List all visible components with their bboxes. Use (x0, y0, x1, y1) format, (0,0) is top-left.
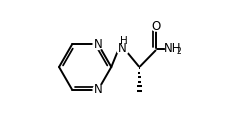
Text: N: N (118, 42, 127, 55)
Circle shape (166, 42, 180, 56)
Text: O: O (152, 20, 161, 33)
Circle shape (117, 43, 129, 55)
Text: N: N (94, 83, 103, 96)
Text: 2: 2 (176, 47, 181, 56)
Text: H: H (120, 36, 128, 46)
Circle shape (93, 85, 103, 95)
Circle shape (93, 39, 103, 49)
Text: NH: NH (164, 42, 181, 55)
Circle shape (152, 23, 160, 31)
Text: N: N (94, 38, 103, 51)
